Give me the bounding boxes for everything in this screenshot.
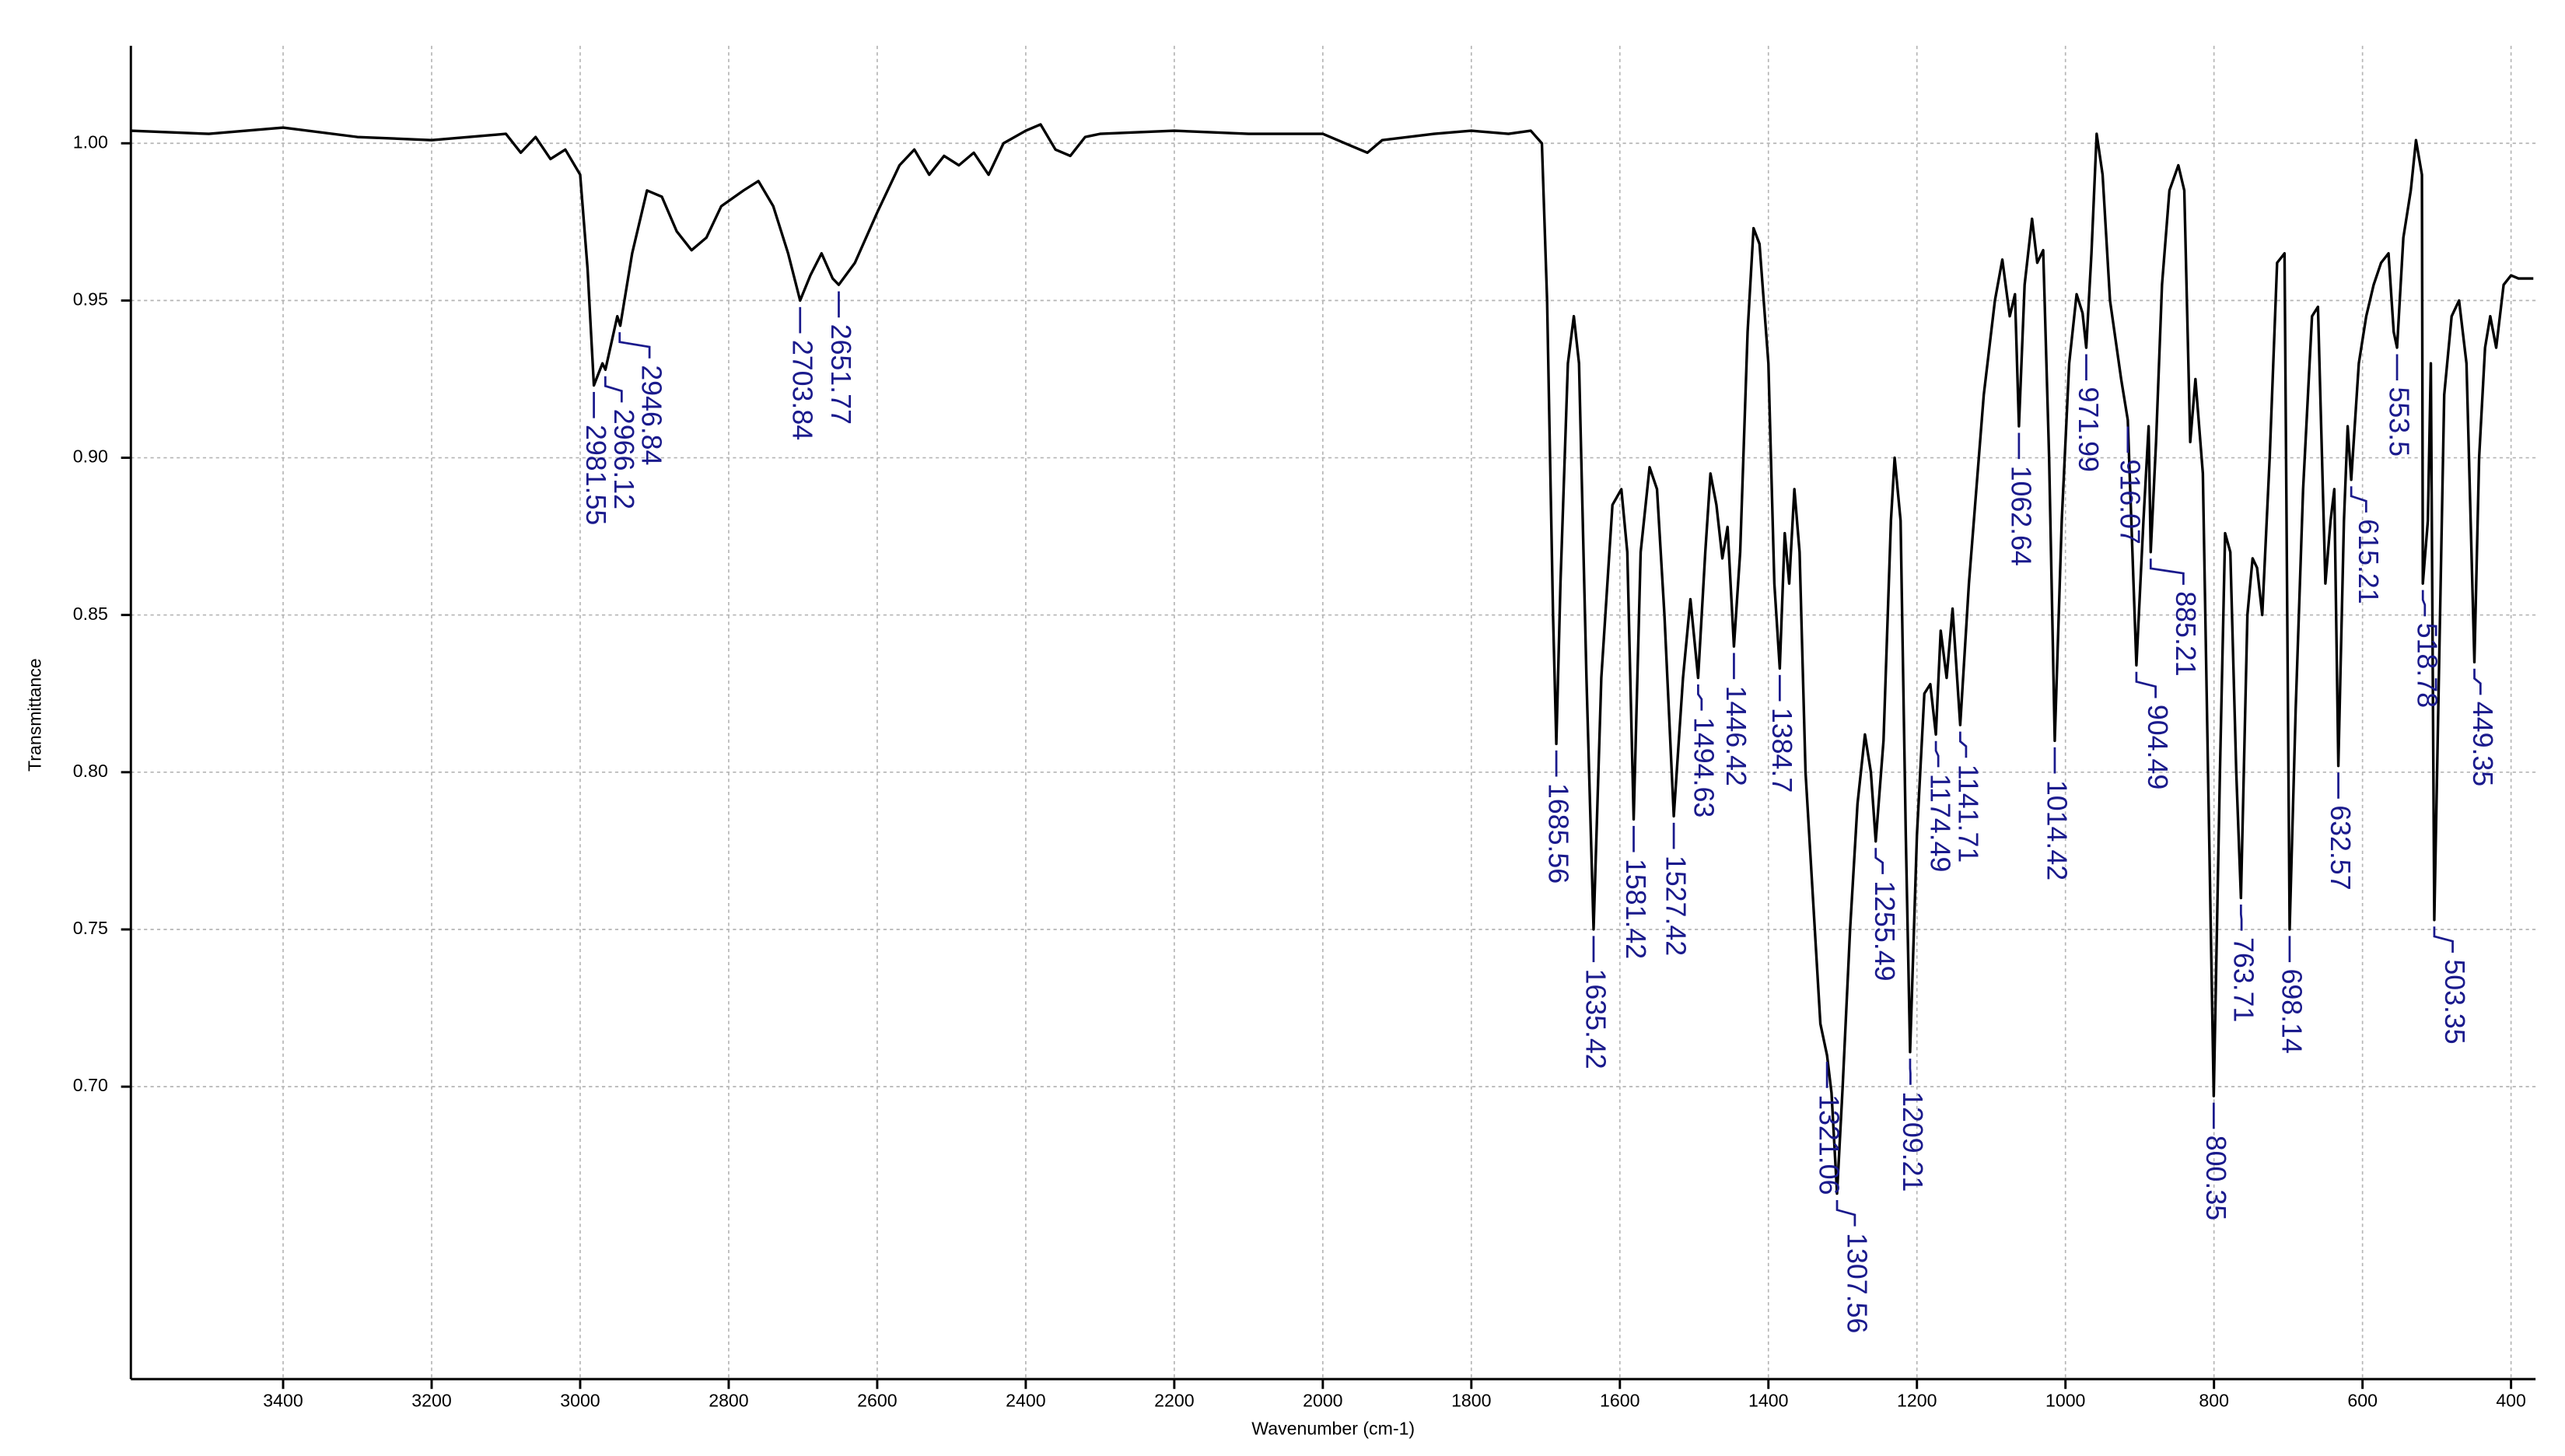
y-tick-label: 0.80 [73,761,108,781]
x-tick-label: 1800 [1451,1391,1491,1411]
peak-label: 904.49 [2142,705,2173,789]
peak-label: 1446.42 [1720,686,1751,786]
peak-label: 763.71 [2228,937,2259,1022]
peak-label: 698.14 [2276,968,2308,1053]
peak-label: 518.78 [2411,623,2442,708]
x-tick-label: 2800 [709,1391,748,1411]
peak-label: 1581.42 [1620,859,1651,959]
x-tick-label: 3200 [411,1391,451,1411]
x-tick-label: 3000 [560,1391,600,1411]
peak-label: 885.21 [2170,591,2201,676]
peak-leader [2149,558,2185,585]
peak-leader [1934,740,1940,768]
peak-label: 2966.12 [608,409,639,509]
peak-label: 1321.06 [1814,1094,1845,1195]
peak-label: 1141.71 [1952,765,1983,863]
peak-label: 632.57 [2325,805,2356,890]
x-tick-label: 2600 [857,1391,897,1411]
x-tick-label: 2400 [1006,1391,1045,1411]
x-axis-title: Wavenumber (cm-1) [1251,1418,1415,1438]
peak-label: 1494.63 [1688,717,1719,817]
peak-leader [2433,926,2454,953]
x-tick-label: 1000 [2045,1391,2085,1411]
peak-leader [2350,486,2367,513]
peak-label: 553.5 [2384,387,2415,457]
x-tick-label: 1200 [1897,1391,1937,1411]
x-tick-label: 600 [2347,1391,2378,1411]
x-tick-label: 2000 [1303,1391,1342,1411]
y-tick-label: 0.75 [73,918,108,938]
peak-leader [604,376,623,403]
peak-label: 1307.56 [1841,1233,1872,1333]
peak-leader [1835,1200,1856,1227]
peak-leader [2421,590,2427,617]
peak-leader [2135,671,2157,698]
y-tick-label: 0.90 [73,446,108,467]
peak-label: 2946.84 [636,365,667,465]
x-tick-label: 800 [2199,1391,2229,1411]
peak-label: 2703.84 [786,340,817,440]
peak-label: 449.35 [2467,702,2498,786]
peak-label: 1062.64 [2005,466,2036,566]
peak-leader [1959,731,1968,758]
peak-leader [2473,668,2482,695]
peak-label: 1209.21 [1897,1091,1928,1192]
x-tick-label: 2200 [1154,1391,1194,1411]
x-tick-label: 400 [2496,1391,2526,1411]
peak-leader [618,332,651,359]
y-tick-label: 1.00 [73,131,108,152]
y-tick-label: 0.95 [73,289,108,309]
peak-label: 800.35 [2200,1136,2231,1220]
y-axis-title: Transmittance [24,658,44,772]
spectrum-line [131,123,2534,1195]
x-tick-label: 1400 [1748,1391,1788,1411]
peak-leader [1874,848,1884,874]
peak-label: 1174.49 [1925,774,1956,873]
peak-label: 1255.49 [1869,880,1900,981]
peak-label: 615.21 [2353,519,2384,604]
x-tick-label: 3400 [263,1391,303,1411]
peak-label: 2651.77 [825,324,856,425]
peak-label: 1527.42 [1660,856,1692,956]
peak-label: 916.07 [2114,459,2145,544]
y-tick-label: 0.70 [73,1075,108,1095]
peak-label: 503.35 [2439,959,2470,1044]
peak-label: 1384.7 [1766,708,1797,793]
y-tick-label: 0.85 [73,604,108,624]
peak-label: 971.99 [2073,387,2104,472]
peak-leader [1697,684,1703,711]
peak-label: 2981.55 [580,425,611,525]
peak-label: 1635.42 [1580,968,1611,1069]
peak-label: 1685.56 [1543,783,1574,884]
peak-label: 1014.42 [2041,780,2072,880]
x-tick-label: 1600 [1600,1391,1639,1411]
